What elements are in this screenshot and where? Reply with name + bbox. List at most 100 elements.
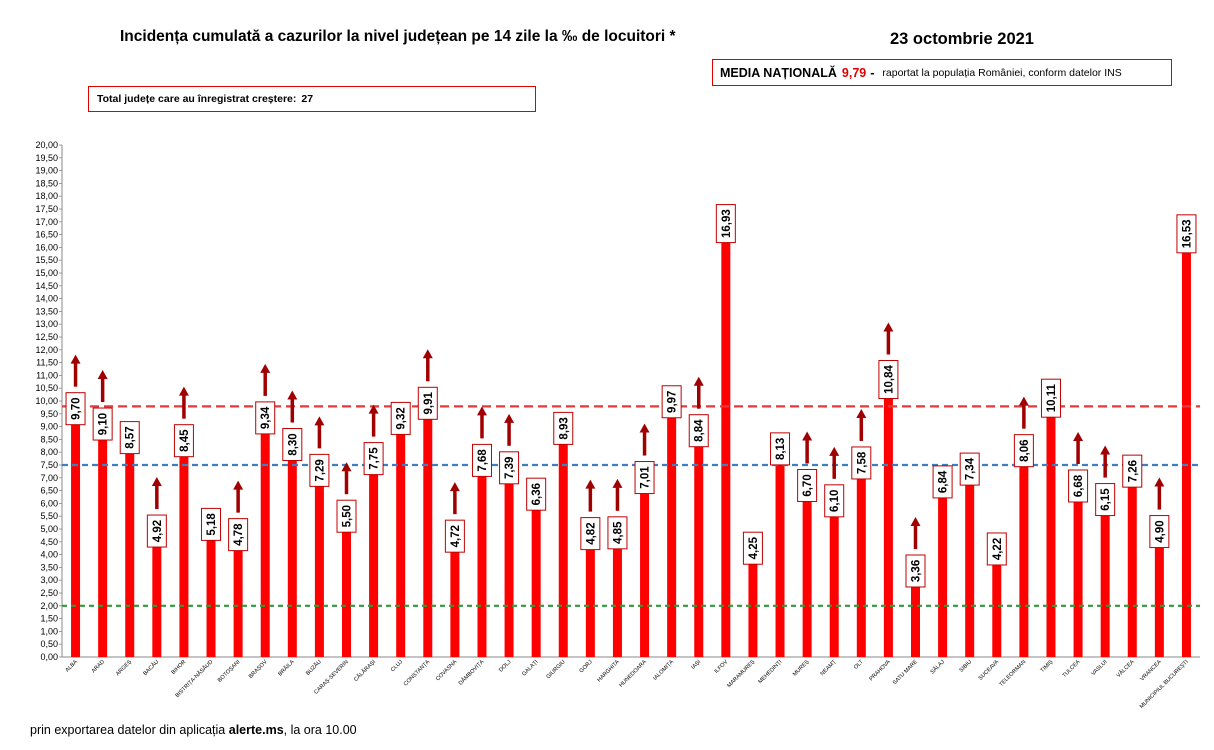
increase-arrow-head: [341, 462, 352, 472]
y-tick-label: 2,50: [40, 588, 58, 598]
bar: [748, 548, 758, 657]
data-label-box: [499, 451, 520, 485]
data-label: 5,50: [342, 505, 354, 527]
data-label: 7,29: [314, 459, 326, 481]
data-label: 4,85: [612, 521, 624, 544]
data-label: 10,11: [1046, 384, 1058, 413]
data-label-box: [742, 531, 763, 565]
category-label: MARAMUREȘ: [726, 659, 756, 689]
y-tick-label: 12,00: [35, 345, 58, 355]
y-tick-label: 13,00: [35, 319, 58, 329]
y-tick-label: 8,00: [40, 447, 58, 457]
increase-arrow-head: [504, 413, 515, 423]
data-label-box: [1149, 515, 1170, 549]
increase-arrow-head: [422, 349, 433, 359]
data-label: 6,15: [1100, 488, 1112, 511]
increase-arrow-head: [802, 431, 813, 441]
increase-arrow-head: [856, 408, 867, 418]
y-tick-label: 14,50: [35, 281, 58, 291]
increase-arrow-head: [97, 370, 108, 380]
data-label: 4,72: [450, 525, 462, 547]
bar: [883, 379, 893, 657]
category-label: CĂLĂRAȘI: [352, 658, 377, 683]
data-label-box: [905, 554, 926, 588]
data-label: 7,75: [369, 447, 381, 470]
data-label-box: [1095, 483, 1116, 517]
data-label: 4,25: [748, 536, 760, 559]
y-tick-label: 9,50: [40, 409, 58, 419]
data-label-box: [878, 359, 899, 399]
data-label: 8,30: [287, 433, 299, 455]
bar: [938, 481, 948, 657]
data-label: 6,36: [531, 483, 543, 505]
y-tick-label: 10,50: [35, 383, 58, 393]
category-label: MUREȘ: [792, 659, 811, 678]
y-tick-label: 4,50: [40, 537, 58, 547]
data-label: 16,93: [721, 209, 733, 238]
category-label: IALOMIȚA: [652, 659, 675, 682]
increase-arrow-head: [1018, 396, 1029, 406]
y-tick-label: 11,50: [36, 358, 58, 368]
bar: [396, 418, 406, 657]
data-label: 4,90: [1154, 520, 1166, 542]
data-label-box: [688, 414, 709, 448]
category-label: DÂMBOVIȚA: [457, 658, 485, 686]
data-label-box: [444, 519, 465, 553]
y-tick-label: 15,50: [35, 255, 58, 265]
y-tick-label: 18,00: [35, 191, 58, 201]
y-tick-label: 19,00: [35, 166, 58, 176]
data-label: 7,01: [640, 466, 652, 489]
increase-arrow-head: [883, 322, 894, 332]
data-label: 8,84: [694, 419, 706, 442]
category-label: SUCEAVA: [978, 659, 1001, 682]
y-tick-label: 13,50: [35, 306, 58, 316]
category-label: GIURGIU: [546, 659, 567, 680]
y-tick-label: 4,00: [40, 550, 58, 560]
bar: [287, 444, 297, 657]
data-label-box: [1122, 454, 1143, 488]
bar: [612, 532, 622, 657]
data-label: 7,34: [965, 457, 977, 480]
data-label-box: [1040, 378, 1061, 418]
y-tick-label: 19,50: [35, 153, 58, 163]
category-label: TULCEA: [1062, 659, 1082, 679]
data-label: 7,39: [504, 457, 516, 479]
category-label: CONSTANȚA: [403, 659, 432, 688]
category-label: ARGEȘ: [115, 659, 133, 677]
bar: [1100, 499, 1110, 657]
y-tick-label: 0,00: [40, 652, 58, 662]
data-label: 8,57: [125, 426, 137, 448]
bar: [829, 500, 839, 657]
data-label-box: [173, 424, 194, 458]
data-label-box: [390, 401, 411, 435]
increase-arrow-head: [585, 479, 596, 489]
category-label: BRAȘOV: [248, 659, 269, 680]
bar: [125, 437, 135, 657]
y-tick-label: 6,00: [40, 498, 58, 508]
category-label: ARAD: [91, 659, 106, 674]
bar: [369, 458, 379, 657]
data-label-box: [932, 465, 953, 499]
data-label: 7,58: [856, 451, 868, 474]
bar: [233, 534, 243, 657]
category-label: ALBA: [65, 659, 80, 674]
increase-arrow-head: [368, 404, 379, 414]
data-label-box: [336, 499, 357, 533]
y-tick-label: 12,50: [35, 332, 58, 342]
data-label-box: [607, 516, 628, 550]
increase-arrow-head: [693, 376, 704, 386]
data-label: 9,70: [71, 397, 83, 419]
data-label-box: [1068, 469, 1089, 503]
report-date: 23 octombrie 2021: [890, 30, 1034, 48]
y-tick-label: 5,00: [40, 524, 58, 534]
national-average-dash: -: [870, 65, 875, 80]
category-label: GORJ: [579, 659, 594, 674]
category-label: ILFOV: [714, 659, 730, 675]
category-label: BACĂU: [142, 658, 161, 677]
data-label: 5,18: [206, 513, 218, 536]
data-label-box: [770, 432, 791, 466]
bar: [206, 524, 216, 657]
data-label-box: [824, 484, 845, 518]
data-label-box: [146, 514, 167, 548]
